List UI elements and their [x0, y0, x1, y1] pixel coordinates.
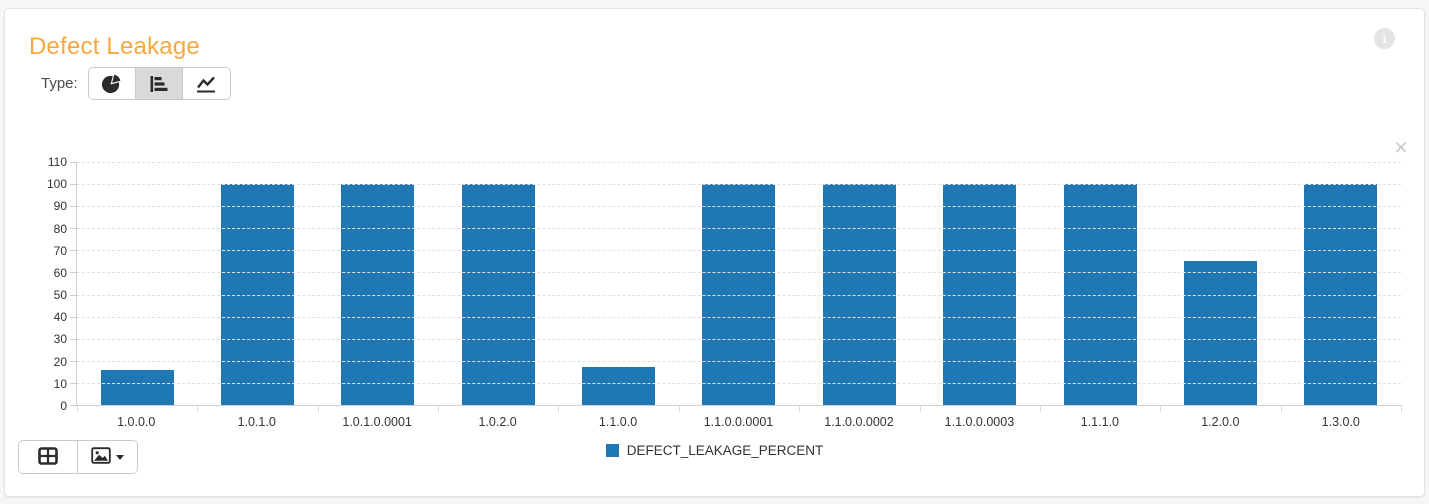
y-axis-tick: [70, 405, 77, 406]
x-axis-tick: [197, 405, 199, 412]
export-image-button[interactable]: [78, 441, 137, 473]
chart-type-line-button[interactable]: [182, 68, 230, 99]
y-axis-tick-label: 30: [53, 332, 67, 347]
chart-type-selector: [87, 67, 231, 100]
gridline: [77, 316, 1401, 318]
legend-label: DEFECT_LEAKAGE_PERCENT: [626, 443, 824, 458]
bar-slot: [558, 162, 678, 405]
y-axis-tick: [70, 162, 77, 163]
caret-down-icon: [116, 454, 124, 460]
x-axis-tick: [919, 405, 921, 412]
y-axis-tick: [70, 184, 77, 186]
x-axis-label: 1.1.0.0.0001: [703, 415, 774, 429]
x-axis-label: 1.1.0.0: [598, 415, 638, 429]
data-table-button[interactable]: [19, 441, 78, 473]
pie-chart-icon: [100, 72, 123, 95]
x-axis-tick: [1039, 405, 1041, 412]
y-axis-tick-label: 100: [46, 177, 67, 192]
y-axis-tick: [70, 228, 77, 230]
x-axis-label: 1.0.2.0: [478, 415, 517, 429]
y-axis-tick-label: 10: [53, 376, 67, 391]
x-axis-label: 1.2.0.0: [1201, 415, 1240, 429]
page-title: Defect Leakage: [29, 33, 200, 60]
y-axis-labels: 0 10 20 30 40 50 60 70 80 90 100 110: [21, 155, 67, 413]
x-axis-tick: [799, 405, 801, 412]
y-axis-tick-label: 20: [53, 354, 67, 369]
x-axis-labels: 1.0.0.0 1.0.1.0 1.0.1.0.0001 1.0.2.0 1.1.0.0…: [76, 415, 1401, 429]
x-axis-tick: [678, 405, 680, 412]
bar-slot: [318, 162, 438, 405]
x-axis-label: 1.1.0.0.0002: [824, 415, 894, 429]
x-axis-tick: [438, 405, 440, 412]
x-axis-tick: [317, 405, 319, 412]
y-axis-tick-label: 0: [60, 399, 67, 413]
x-axis-tick: [558, 405, 560, 412]
type-label: Type:: [41, 75, 78, 92]
bar-slot: [1281, 162, 1401, 405]
x-axis-tick: [1401, 405, 1402, 412]
gridline: [77, 206, 1401, 208]
bar-slot: [438, 162, 558, 405]
gridline: [77, 184, 1401, 186]
y-axis-tick: [70, 382, 77, 384]
plot-area: [70, 162, 1402, 412]
bar-slot: [679, 162, 799, 405]
gridline: [77, 338, 1401, 340]
chart-type-bar-button[interactable]: [135, 68, 183, 99]
bar[interactable]: [100, 369, 174, 405]
y-axis-tick-label: 40: [53, 310, 67, 325]
y-axis-tick-label: 110: [47, 155, 67, 169]
y-axis-tick: [70, 294, 77, 296]
gridline: [77, 382, 1401, 384]
line-chart-icon: [195, 74, 217, 94]
legend-item[interactable]: DEFECT_LEAKAGE_PERCENT: [5, 443, 1424, 458]
bar[interactable]: [582, 367, 656, 405]
chart-type-pie-button[interactable]: [88, 68, 136, 99]
bar[interactable]: [1183, 261, 1257, 405]
x-axis-label: 1.1.1.0: [1080, 415, 1119, 429]
info-icon[interactable]: [1374, 28, 1395, 49]
bar-chart-icon: [148, 74, 170, 94]
y-axis-tick: [70, 206, 77, 208]
gridline: [77, 294, 1401, 296]
bar-slot: [77, 162, 197, 405]
y-axis-tick: [70, 316, 77, 318]
y-axis-tick-label: 80: [53, 221, 67, 236]
gridline: [77, 360, 1401, 362]
x-axis-label: 1.0.1.0: [237, 415, 276, 429]
x-axis-tick: [1160, 405, 1162, 412]
bars-container: [77, 162, 1401, 405]
y-axis-tick-label: 60: [53, 265, 67, 280]
chart-toolbar: [18, 440, 138, 474]
image-export-icon: [91, 447, 111, 467]
y-axis-tick-label: 90: [53, 199, 67, 214]
x-axis-label: 1.1.0.0.0003: [944, 415, 1015, 429]
x-axis-label: 1.3.0.0: [1321, 415, 1360, 429]
bar-slot: [920, 162, 1040, 405]
x-axis-label: 1.0.1.0.0001: [342, 415, 412, 429]
x-axis-tick: [77, 405, 78, 412]
y-axis-tick: [70, 360, 77, 362]
bar-slot: [1040, 162, 1160, 405]
bar-slot: [197, 162, 317, 405]
gridline: [77, 272, 1401, 274]
legend-swatch: [605, 444, 619, 457]
y-axis-tick: [70, 250, 77, 252]
gridline: [77, 228, 1401, 230]
x-axis-label: 1.0.0.0: [117, 415, 156, 429]
bar-slot: [799, 162, 919, 405]
defect-leakage-widget: Defect Leakage Type:: [4, 8, 1425, 497]
y-axis-tick: [70, 272, 77, 274]
bar-slot: [1160, 162, 1280, 405]
y-axis-tick-label: 50: [53, 288, 67, 303]
chart-type-row: Type:: [41, 67, 231, 100]
close-icon[interactable]: [1390, 137, 1412, 159]
table-icon: [38, 446, 58, 468]
x-axis-tick: [1280, 405, 1282, 412]
y-axis-tick-label: 70: [53, 243, 67, 258]
gridline: [77, 162, 1401, 163]
y-axis-tick: [70, 338, 77, 340]
gridline: [77, 250, 1401, 252]
chart-container: 0 10 20 30 40 50 60 70 80 90 100 110 1.0.0.0 1.0.1.0…: [5, 9, 1424, 496]
